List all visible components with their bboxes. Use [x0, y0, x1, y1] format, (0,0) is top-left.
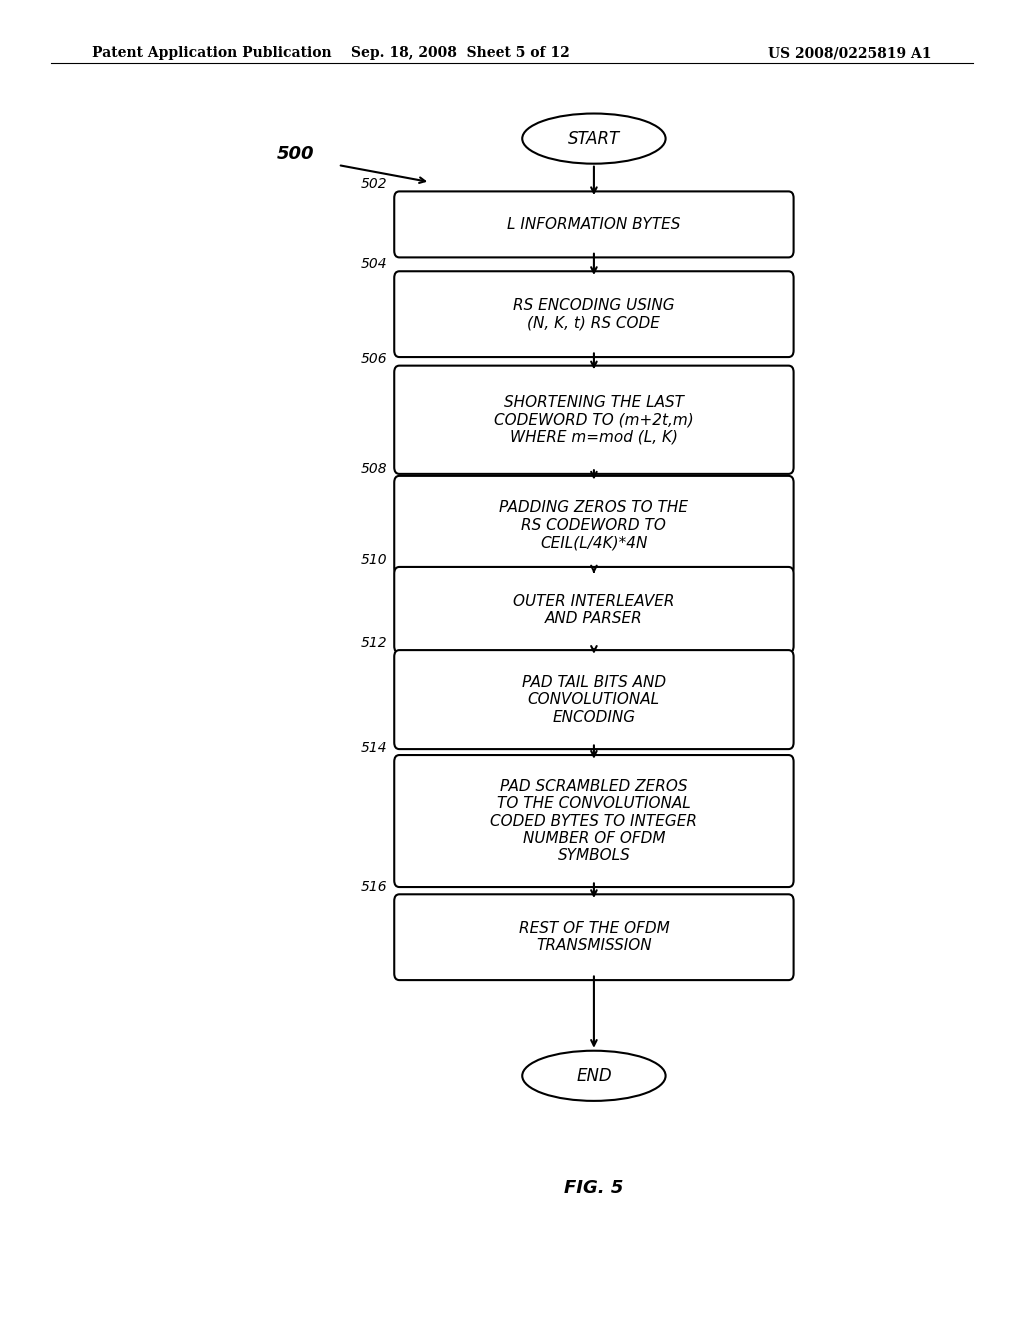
FancyBboxPatch shape: [394, 568, 794, 652]
Text: END: END: [577, 1067, 611, 1085]
Text: 506: 506: [360, 351, 387, 366]
FancyBboxPatch shape: [394, 477, 794, 576]
Text: 508: 508: [360, 462, 387, 477]
FancyBboxPatch shape: [394, 272, 794, 356]
Text: Patent Application Publication: Patent Application Publication: [92, 46, 332, 61]
Text: PAD TAIL BITS AND
CONVOLUTIONAL
ENCODING: PAD TAIL BITS AND CONVOLUTIONAL ENCODING: [522, 675, 666, 725]
Text: 512: 512: [360, 636, 387, 651]
Text: 510: 510: [360, 553, 387, 568]
FancyBboxPatch shape: [394, 366, 794, 474]
Text: US 2008/0225819 A1: US 2008/0225819 A1: [768, 46, 932, 61]
Ellipse shape: [522, 114, 666, 164]
Text: 502: 502: [360, 177, 387, 191]
FancyBboxPatch shape: [394, 651, 794, 750]
FancyBboxPatch shape: [394, 755, 794, 887]
Text: RS ENCODING USING
(N, K, t) RS CODE: RS ENCODING USING (N, K, t) RS CODE: [513, 298, 675, 330]
Text: PADDING ZEROS TO THE
RS CODEWORD TO
CEIL(L/4K)*4N: PADDING ZEROS TO THE RS CODEWORD TO CEIL…: [500, 500, 688, 550]
Text: START: START: [568, 129, 620, 148]
Text: REST OF THE OFDM
TRANSMISSION: REST OF THE OFDM TRANSMISSION: [518, 921, 670, 953]
Text: 516: 516: [360, 880, 387, 895]
Text: 500: 500: [276, 145, 314, 164]
Text: FIG. 5: FIG. 5: [564, 1179, 624, 1197]
Text: 514: 514: [360, 741, 387, 755]
Text: 504: 504: [360, 257, 387, 272]
Text: PAD SCRAMBLED ZEROS
TO THE CONVOLUTIONAL
CODED BYTES TO INTEGER
NUMBER OF OFDM
S: PAD SCRAMBLED ZEROS TO THE CONVOLUTIONAL…: [490, 779, 697, 863]
Text: OUTER INTERLEAVER
AND PARSER: OUTER INTERLEAVER AND PARSER: [513, 594, 675, 626]
Text: SHORTENING THE LAST
CODEWORD TO (m+2t,m)
WHERE m=mod (L, K): SHORTENING THE LAST CODEWORD TO (m+2t,m)…: [494, 395, 694, 445]
FancyBboxPatch shape: [394, 895, 794, 979]
Ellipse shape: [522, 1051, 666, 1101]
Text: L INFORMATION BYTES: L INFORMATION BYTES: [507, 216, 681, 232]
FancyBboxPatch shape: [394, 191, 794, 257]
Text: Sep. 18, 2008  Sheet 5 of 12: Sep. 18, 2008 Sheet 5 of 12: [351, 46, 570, 61]
